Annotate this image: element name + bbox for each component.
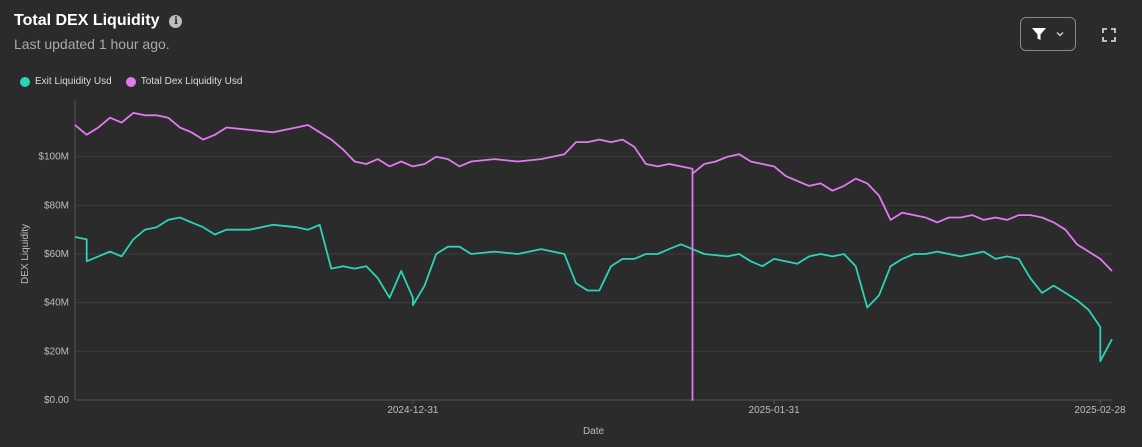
legend-label: Exit Liquidity Usd [35, 76, 112, 87]
y-axis-label: DEX Liquidity [20, 224, 31, 284]
grid-lines [75, 156, 1112, 352]
y-tick-label: $40M [44, 298, 69, 309]
chevron-down-icon [1056, 32, 1064, 37]
legend-label: Total Dex Liquidity Usd [140, 76, 243, 87]
x-tick-label: 2025-02-28 [1074, 405, 1126, 416]
legend-swatch [20, 76, 30, 87]
info-icon[interactable]: i [169, 14, 183, 28]
last-updated-text: Last updated 1 hour ago. [14, 36, 170, 52]
legend-item-total-dex-liquidity[interactable]: Total Dex Liquidity Usd [125, 76, 243, 87]
chart-title: Total DEX Liquidity [14, 12, 160, 29]
y-tick-label: $80M [44, 200, 69, 211]
chart-legend: Exit Liquidity Usd Total Dex Liquidity U… [20, 76, 242, 87]
series-line-exit-liquidity[interactable] [74, 216, 1113, 362]
y-tick-label: $100M [38, 152, 69, 163]
legend-swatch [125, 76, 136, 87]
y-tick-label: $60M [44, 249, 69, 260]
x-tick-label: 2025-01-31 [749, 405, 801, 416]
series-line-total-dex-liquidity[interactable] [74, 112, 1113, 401]
chart-header: Total DEX Liquidity i Last updated 1 hou… [14, 12, 183, 52]
y-tick-label: $20M [44, 346, 69, 357]
axes: $0.00 $20M $40M $60M $80M $100M 2024-12-31 2025… [38, 100, 1126, 416]
filter-dropdown-button[interactable] [1020, 17, 1076, 51]
legend-item-exit-liquidity[interactable]: Exit Liquidity Usd [20, 76, 112, 87]
title-row: Total DEX Liquidity i [14, 12, 183, 30]
x-axis-label: Date [583, 426, 605, 437]
series-lines [74, 112, 1113, 401]
filter-icon [1032, 28, 1046, 40]
expand-icon[interactable] [1100, 26, 1118, 44]
x-tick-label: 2024-12-31 [387, 405, 439, 416]
y-tick-label: $0.00 [44, 395, 69, 406]
